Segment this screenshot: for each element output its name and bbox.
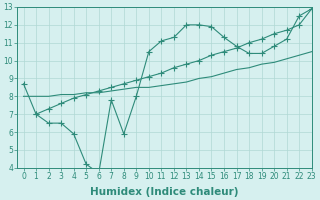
X-axis label: Humidex (Indice chaleur): Humidex (Indice chaleur)	[90, 187, 239, 197]
